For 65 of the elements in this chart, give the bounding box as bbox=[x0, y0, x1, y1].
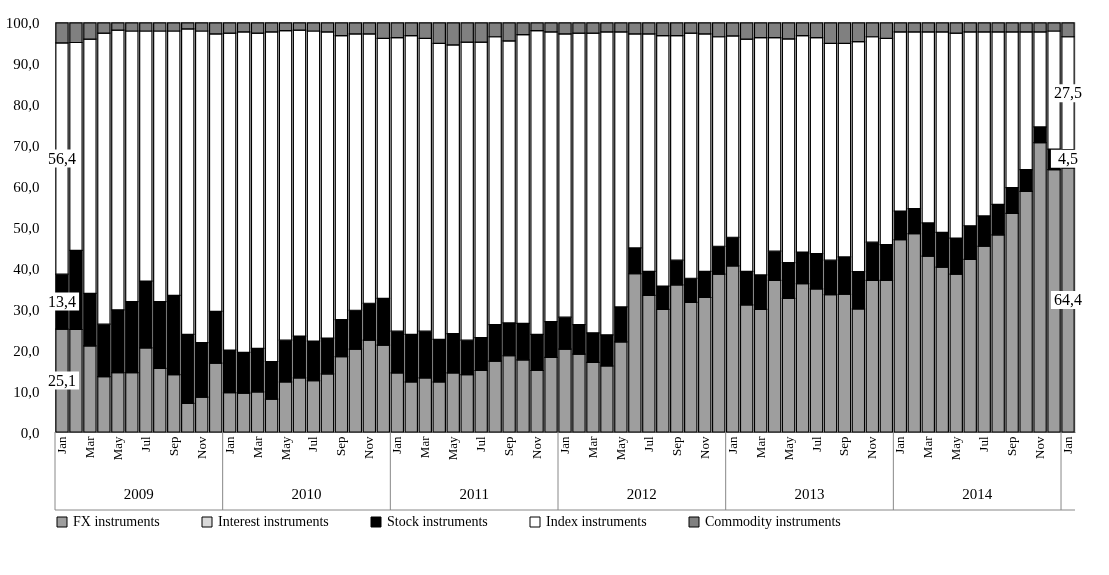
data-label: 64,4 bbox=[1054, 290, 1083, 308]
x-tick-label: Jan bbox=[1060, 436, 1076, 454]
x-tick-label: Jan bbox=[389, 436, 405, 454]
x-tick-label: Jul bbox=[640, 436, 656, 452]
x-tick-label: Nov bbox=[193, 436, 209, 459]
text: 2010 bbox=[291, 486, 322, 502]
x-tick-label: Sep bbox=[1004, 436, 1020, 456]
x-tick-label: Jul bbox=[305, 436, 321, 452]
text: 2014 bbox=[962, 486, 993, 502]
legend-label: Stock instruments bbox=[387, 514, 488, 529]
legend-label: Index instruments bbox=[546, 514, 647, 529]
x-tick-label: Sep bbox=[668, 436, 684, 456]
x-tick-label: Jan bbox=[221, 436, 237, 454]
x-tick-label: Nov bbox=[1032, 436, 1048, 459]
x-tick-label: Sep bbox=[333, 436, 349, 456]
x-tick-label: Mar bbox=[81, 435, 97, 459]
x-tick-label: Jan bbox=[892, 436, 908, 454]
x-tick-label: May bbox=[948, 436, 964, 461]
text: 2013 bbox=[794, 486, 825, 502]
y-tick-label: 0,0 bbox=[20, 424, 40, 441]
x-tick-label: Jul bbox=[976, 436, 992, 452]
text: 2012 bbox=[626, 486, 657, 502]
y-tick-label: 10,0 bbox=[13, 383, 40, 400]
x-tick-label: Jan bbox=[724, 436, 740, 454]
x-tick-label: Mar bbox=[752, 435, 768, 459]
y-tick-label: 90,0 bbox=[13, 55, 40, 72]
data-label: 4,5 bbox=[1058, 149, 1079, 167]
x-tick-label: Nov bbox=[361, 436, 377, 459]
data-label: 56,4 bbox=[47, 149, 76, 167]
x-tick-label: May bbox=[109, 436, 125, 461]
x-tick-label: Jan bbox=[53, 436, 69, 454]
x-tick-label: Jul bbox=[473, 436, 489, 452]
x-tick-label: May bbox=[277, 436, 293, 461]
x-tick-label: Mar bbox=[920, 435, 936, 459]
x-tick-label: May bbox=[612, 436, 628, 461]
x-tick-label: Sep bbox=[501, 436, 517, 456]
y-tick-label: 30,0 bbox=[13, 301, 40, 318]
legend-label: FX instruments bbox=[73, 514, 160, 529]
y-tick-label: 60,0 bbox=[13, 178, 40, 195]
legend-label: Interest instruments bbox=[218, 514, 329, 529]
data-label: 13,4 bbox=[47, 292, 76, 310]
y-tick-label: 80,0 bbox=[13, 96, 40, 113]
data-label: 25,1 bbox=[47, 371, 76, 389]
x-tick-label: Jul bbox=[137, 436, 153, 452]
x-tick-label: Mar bbox=[417, 435, 433, 459]
x-tick-label: Nov bbox=[696, 436, 712, 459]
y-tick-label: 50,0 bbox=[13, 219, 40, 236]
x-tick-label: Sep bbox=[836, 436, 852, 456]
text: 2009 bbox=[123, 486, 154, 502]
x-tick-label: Mar bbox=[584, 435, 600, 459]
x-tick-label: Jul bbox=[808, 436, 824, 452]
x-tick-label: Sep bbox=[165, 436, 181, 456]
x-tick-label: Mar bbox=[249, 435, 265, 459]
x-tick-label: Nov bbox=[864, 436, 880, 459]
legend-label: Commodity instruments bbox=[705, 514, 841, 529]
y-tick-label: 40,0 bbox=[13, 260, 40, 277]
y-tick-label: 100,0 bbox=[5, 14, 40, 31]
text: 2011 bbox=[459, 486, 489, 502]
x-tick-label: Nov bbox=[529, 436, 545, 459]
x-tick-label: May bbox=[445, 436, 461, 461]
y-tick-label: 70,0 bbox=[13, 137, 40, 154]
data-label: 27,5 bbox=[1054, 84, 1083, 102]
x-tick-label: Jan bbox=[557, 436, 572, 454]
y-tick-label: 20,0 bbox=[13, 342, 40, 359]
x-tick-label: May bbox=[780, 436, 796, 461]
